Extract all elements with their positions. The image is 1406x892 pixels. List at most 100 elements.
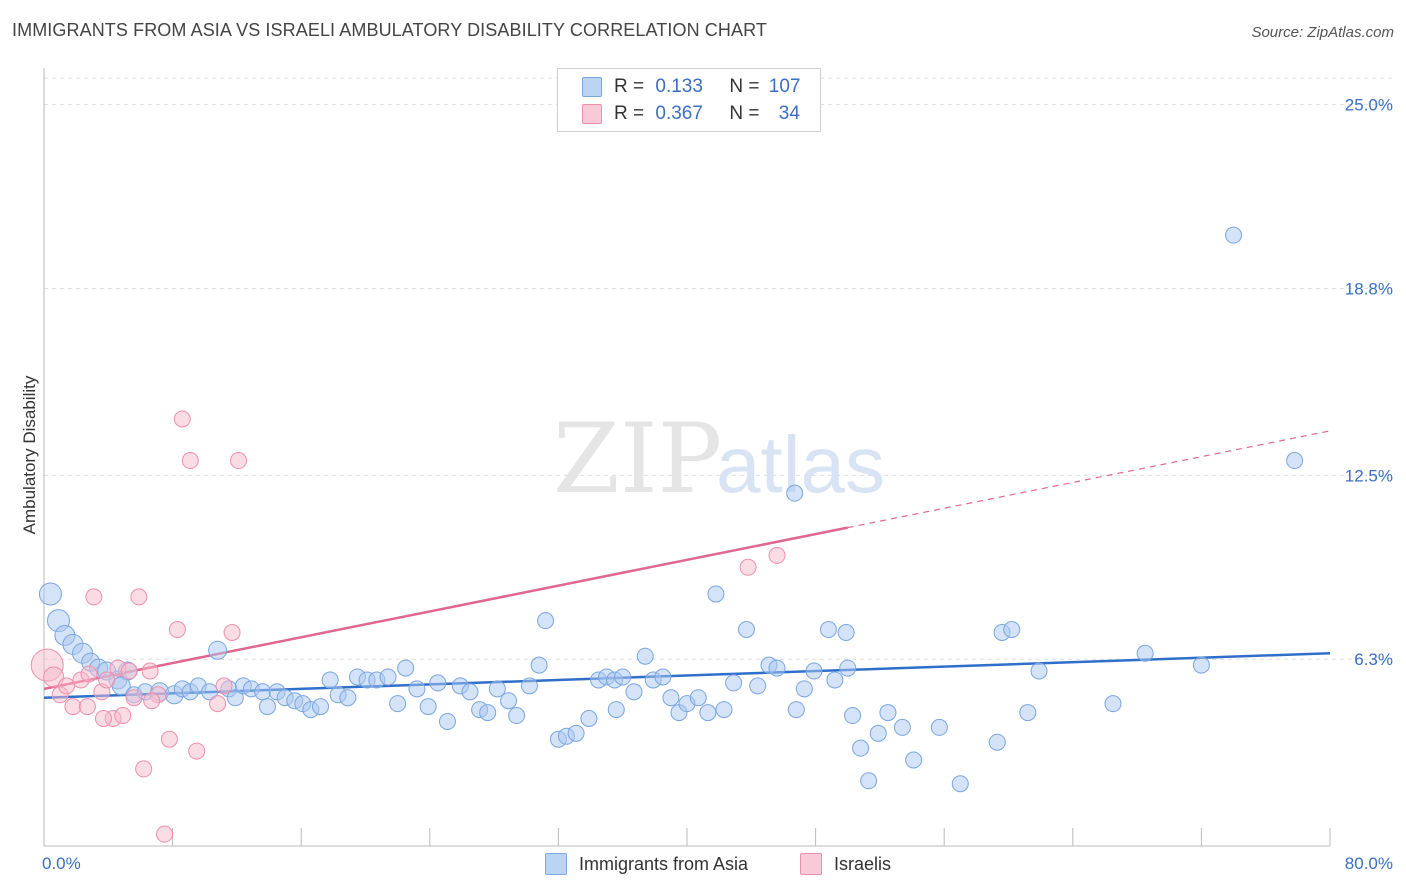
point-asia (580, 709, 598, 727)
point-asia (1104, 695, 1122, 713)
point-asia (786, 484, 804, 502)
point-israelis (209, 695, 227, 713)
bottom-legend-asia: Immigrants from Asia (545, 852, 748, 876)
point-israelis (181, 452, 199, 470)
bottom-legend-label: Israelis (834, 853, 892, 874)
point-asia (839, 659, 857, 677)
point-israelis (120, 662, 138, 680)
point-israelis (768, 546, 786, 564)
point-asia (488, 680, 506, 698)
legend-n-label: N = (729, 76, 760, 97)
point-asia (254, 683, 272, 701)
bottom-legend-israelis: Israelis (800, 852, 891, 876)
point-asia (339, 689, 357, 707)
point-asia (749, 677, 767, 695)
point-asia (429, 674, 447, 692)
point-asia (311, 698, 329, 716)
point-asia (844, 707, 862, 725)
point-asia (389, 695, 407, 713)
point-asia (819, 621, 837, 639)
x-tick-label: 80.0% (1345, 854, 1393, 873)
trend-line-1 (43, 526, 848, 691)
point-asia (321, 671, 339, 689)
y-tick-label: 18.8% (1345, 280, 1393, 299)
point-asia (689, 689, 707, 707)
legend-n-value: 34 (778, 103, 800, 124)
y-axis-label: Ambulatory Disability (20, 375, 39, 534)
point-asia (951, 775, 969, 793)
point-asia (1030, 662, 1048, 680)
data-points (30, 226, 1304, 843)
point-asia (479, 704, 497, 722)
point-israelis (230, 452, 248, 470)
point-asia (520, 677, 538, 695)
legend: R = 0.133 N = 107 R = 0.367 N = 34 (557, 68, 821, 132)
x-tick-label: 0.0% (42, 854, 81, 873)
point-asia (408, 680, 426, 698)
legend-r-label: R = (614, 76, 645, 97)
point-asia (607, 701, 625, 719)
point-israelis (64, 698, 82, 716)
point-israelis (85, 588, 103, 606)
point-israelis (173, 410, 191, 428)
point-israelis (43, 666, 65, 688)
point-asia (258, 698, 276, 716)
point-asia (379, 668, 397, 686)
point-asia (905, 751, 923, 769)
point-asia (654, 668, 672, 686)
point-israelis (188, 742, 206, 760)
grid-lines (44, 77, 1395, 660)
point-israelis (215, 677, 233, 695)
point-asia (38, 582, 62, 606)
legend-row-asia: R = 0.133 N = 107 (582, 75, 800, 99)
point-asia (930, 718, 948, 736)
point-asia (707, 585, 725, 603)
watermark-zip: ZIP (553, 403, 722, 515)
y-tick-label: 6.3% (1354, 650, 1393, 669)
legend-swatch-pink (582, 104, 602, 124)
point-israelis (130, 588, 148, 606)
point-asia (201, 683, 219, 701)
point-israelis (78, 698, 96, 716)
legend-row-israelis: R = 0.367 N = 34 (582, 102, 800, 126)
point-asia (614, 668, 632, 686)
point-asia (567, 724, 585, 742)
point-asia (869, 724, 887, 742)
point-asia (795, 680, 813, 698)
point-israelis (94, 709, 112, 727)
point-asia (737, 621, 755, 639)
legend-r-label: R = (614, 103, 645, 124)
point-israelis (98, 671, 116, 689)
point-israelis (160, 730, 178, 748)
legend-r-value: 0.133 (655, 76, 703, 97)
point-asia (852, 739, 870, 757)
legend-r-value: 0.367 (655, 103, 703, 124)
point-asia (508, 707, 526, 725)
point-israelis (141, 662, 159, 680)
point-asia (1192, 656, 1210, 674)
point-asia (226, 689, 244, 707)
watermark: ZIP atlas (553, 403, 885, 515)
point-asia (1019, 704, 1037, 722)
point-asia (662, 689, 680, 707)
point-asia (1136, 644, 1154, 662)
point-israelis (58, 677, 76, 695)
point-asia (1225, 226, 1243, 244)
trend-line-dashed-1 (847, 430, 1331, 529)
chart-title: IMMIGRANTS FROM ASIA VS ISRAELI AMBULATO… (12, 20, 767, 40)
bottom-legend-swatch-pink (800, 853, 822, 875)
point-asia (500, 692, 518, 710)
point-israelis (168, 621, 186, 639)
point-asia (699, 704, 717, 722)
point-asia (397, 659, 415, 677)
bottom-legend-label: Immigrants from Asia (579, 853, 749, 874)
point-israelis (80, 665, 98, 683)
bottom-legend-swatch-blue (545, 853, 567, 875)
tick-labels: 6.3% 12.5% 18.8% 25.0% 0.0% 80.0% (42, 96, 1393, 873)
point-asia (715, 701, 733, 719)
legend-n-value: 107 (768, 76, 801, 97)
point-asia (438, 712, 456, 730)
point-asia (208, 640, 228, 660)
point-asia (419, 698, 437, 716)
